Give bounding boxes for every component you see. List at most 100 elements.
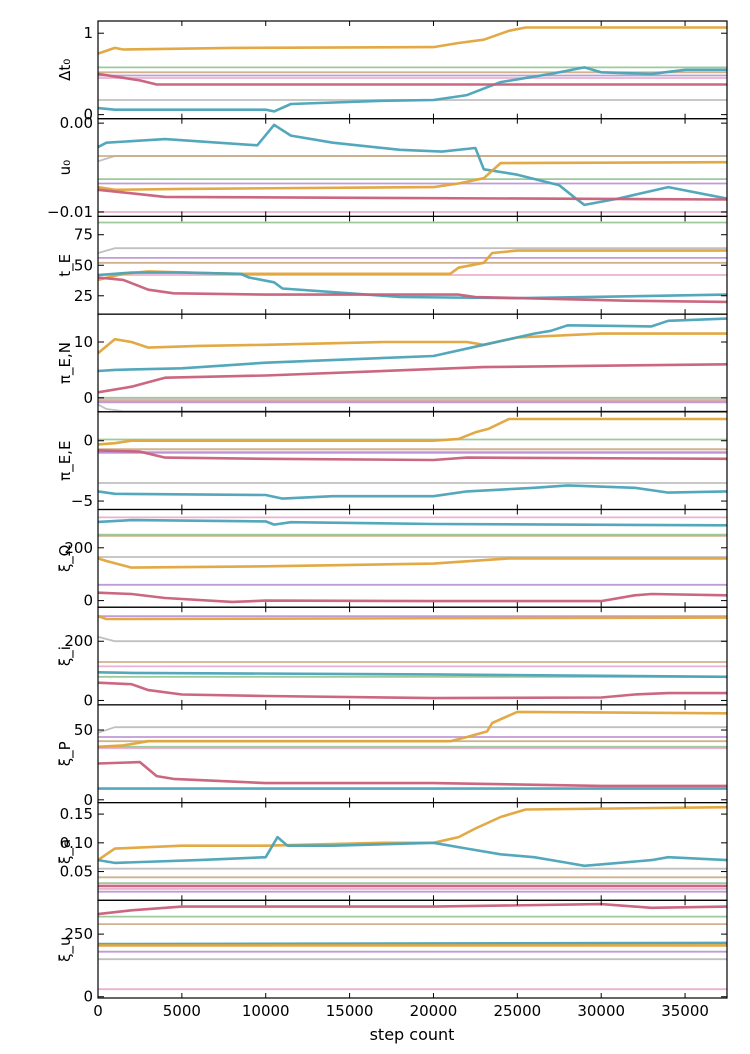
y-tick-label: 0 — [83, 691, 93, 709]
y-axis-label: ξ_a — [56, 839, 75, 864]
panel-2: 25 50 75 t_E — [56, 215, 728, 315]
y-tick-label: 0.15 — [60, 805, 93, 823]
panel-4: 0 −5 π_E,E — [56, 411, 728, 511]
series-line-gray — [98, 247, 727, 254]
panels-group: 0 1 Δt₀ 0.00 −0.01 u₀ 25 50 75 t_E 0 10π_E,N 0 −5 π_E,… — [47, 20, 728, 1006]
series-line-teal — [98, 835, 727, 868]
y-tick-label: 200 — [64, 632, 93, 650]
x-tick-label: 5000 — [163, 1002, 201, 1020]
series-line-teal — [98, 518, 727, 527]
series-line-teal — [98, 484, 727, 500]
y-tick-label: 75 — [74, 226, 93, 244]
panel-0: 0 1 Δt₀ — [56, 20, 728, 124]
y-axis-label: π_E,N — [56, 342, 75, 384]
series-line-teal — [98, 671, 727, 679]
y-tick-label: 250 — [64, 925, 93, 943]
series-line-rose — [98, 188, 727, 201]
x-tick-label: 30000 — [577, 1002, 625, 1020]
panel-1: 0.00 −0.01 u₀ — [47, 114, 728, 221]
panel-2-series — [98, 221, 727, 304]
y-tick-label: 10 — [74, 333, 93, 351]
x-tick-label: 20000 — [410, 1002, 458, 1020]
panel-3-series — [98, 317, 727, 412]
series-line-orange — [98, 805, 727, 862]
panel-5-series — [98, 516, 727, 604]
panel-9-series — [98, 902, 727, 991]
y-tick-label: 1 — [83, 24, 93, 42]
series-line-gray — [98, 635, 727, 643]
y-tick-label: 0 — [83, 592, 93, 610]
y-tick-label: 50 — [74, 721, 93, 739]
y-tick-label: −5 — [71, 492, 93, 510]
y-tick-label: 0 — [83, 791, 93, 809]
x-tick-label: 10000 — [242, 1002, 290, 1020]
y-tick-label: 0.00 — [60, 114, 93, 132]
x-tick-label: 35000 — [661, 1002, 709, 1020]
panel-6-frame — [97, 606, 728, 706]
series-line-teal — [98, 66, 727, 113]
panel-7-series — [98, 710, 727, 790]
series-line-rose — [98, 363, 727, 394]
series-line-teal — [98, 123, 727, 207]
series-line-orange — [98, 417, 727, 446]
panel-0-series — [98, 26, 727, 113]
panel-2-frame — [97, 215, 728, 315]
x-tick-label: 0 — [93, 1002, 103, 1020]
x-axis: 0 5000 10000 15000 20000 25000 30000 35000 — [93, 1002, 709, 1020]
y-axis-label: Δt₀ — [56, 59, 74, 81]
series-line-rose — [98, 276, 727, 304]
series-line-rose — [98, 681, 727, 700]
series-line-orange — [98, 26, 727, 55]
panel-0-frame — [97, 20, 728, 120]
panel-7: 0 50 ξ_P — [56, 704, 728, 809]
series-line-teal — [98, 271, 727, 300]
y-tick-label: 50 — [74, 256, 93, 274]
series-line-orange — [98, 160, 727, 192]
series-line-rose — [98, 72, 727, 86]
series-line-teal — [98, 941, 727, 946]
y-axis-label: t_E — [56, 254, 75, 277]
y-tick-label: 0.05 — [60, 863, 93, 881]
y-tick-label: 0 — [83, 389, 93, 407]
series-line-gray — [98, 726, 727, 734]
y-tick-label: 200 — [64, 539, 93, 557]
y-axis-label: ξ_Ω — [56, 545, 75, 572]
y-axis-label: ξ_i — [56, 646, 75, 666]
x-tick-label: 15000 — [326, 1002, 374, 1020]
panel-3: 0 10π_E,N — [56, 313, 728, 413]
y-tick-label: 0 — [83, 432, 93, 450]
series-line-rose — [98, 449, 727, 462]
y-tick-label: −0.01 — [47, 203, 93, 221]
y-axis-label: u₀ — [56, 160, 74, 176]
y-tick-label: 25 — [74, 287, 93, 305]
x-axis-label: step count — [370, 1025, 455, 1044]
series-line-orange — [98, 710, 727, 749]
series-line-rose — [98, 591, 727, 604]
panel-1-series — [98, 123, 727, 213]
x-tick-label: 25000 — [493, 1002, 541, 1020]
y-tick-label: 0.10 — [60, 834, 93, 852]
series-line-orange — [98, 332, 727, 355]
panel-9-frame — [97, 899, 728, 999]
panel-8: 0.05 0.10 0.15 ξ_a — [56, 801, 728, 901]
y-tick-label: 0 — [83, 106, 93, 124]
series-line-orange — [98, 557, 727, 569]
y-tick-label: 0 — [83, 988, 93, 1006]
series-line-rose — [98, 902, 727, 916]
series-line-teal — [98, 317, 727, 373]
y-axis-label: ξ_P — [56, 741, 75, 766]
panel-6-series — [98, 614, 727, 700]
series-line-orange — [98, 614, 727, 621]
y-axis-label: ξ_u — [56, 937, 75, 962]
panel-1-frame — [97, 118, 728, 217]
y-axis-label: π_E,E — [56, 441, 75, 481]
series-line-gray — [98, 403, 727, 412]
panel-4-series — [98, 417, 727, 500]
panel-8-series — [98, 805, 727, 893]
series-line-rose — [98, 760, 727, 788]
